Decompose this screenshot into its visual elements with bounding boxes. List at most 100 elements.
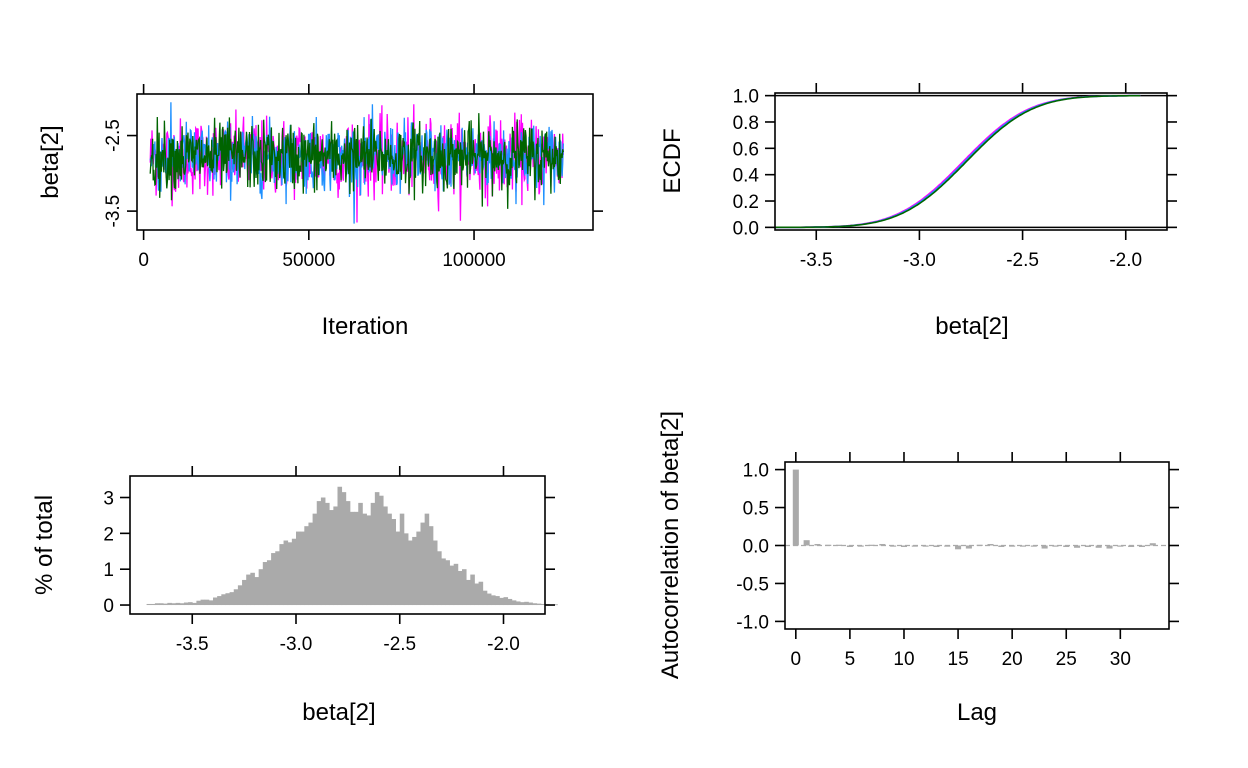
histogram-y-axis-title: % of total <box>31 495 58 595</box>
autocorr-bar <box>1149 543 1156 546</box>
trace-x-tick-label: 0 <box>138 250 149 271</box>
histogram-bar <box>370 502 376 606</box>
histogram-bar <box>349 511 355 606</box>
histogram-bar <box>345 501 351 606</box>
trace-series-line-3 <box>149 113 564 209</box>
histogram-bar <box>528 602 533 606</box>
histogram-bar <box>304 526 309 606</box>
histogram-bar <box>208 600 214 606</box>
histogram-bar <box>242 579 247 606</box>
histogram-bar <box>462 569 467 606</box>
histogram-bar <box>362 513 367 606</box>
histogram-bar <box>358 502 363 606</box>
histogram-bar <box>366 515 372 606</box>
autocorr-bar <box>825 544 832 546</box>
histogram-bar <box>283 540 289 606</box>
autocorr-x-tick-label: 15 <box>948 649 969 670</box>
autocorr-x-axis-title: Lag <box>957 699 997 726</box>
histogram-bar <box>449 565 455 606</box>
autocorr-bar <box>922 545 929 547</box>
histogram-bar <box>254 577 260 606</box>
histogram-bar <box>229 592 235 606</box>
ecdf-x-tick-label: -3.0 <box>903 250 936 271</box>
ecdf-axes: -3.5 -3.0 -2.5 -2.0 0.0 0.2 0.4 0.6 0.8 1.0 <box>733 83 1177 271</box>
ecdf-series-line-3 <box>774 94 1141 229</box>
autocorr-bar <box>911 545 918 547</box>
trace-panel: 0 50000 100000 -3.5 -2.5 Iteration beta[2] <box>37 84 603 340</box>
histogram-bar <box>420 522 426 606</box>
histogram-bar <box>474 583 479 606</box>
histogram-bar <box>213 597 218 606</box>
histogram-bar <box>491 595 496 606</box>
histogram-bar <box>233 589 239 606</box>
histogram-bar <box>225 593 230 606</box>
autocorr-bar <box>933 545 940 548</box>
histogram-bar <box>416 531 421 606</box>
histogram-bar <box>486 593 492 606</box>
histogram-bar <box>354 511 359 606</box>
trace-y-axis-title: beta[2] <box>37 125 64 198</box>
histogram-bar <box>403 533 409 606</box>
autocorr-axes: 0 5 10 15 20 25 30 -1.0 -0.5 0.0 0.5 1.0 <box>736 452 1179 670</box>
histogram-bar <box>200 599 206 606</box>
histogram-bar <box>167 602 172 606</box>
histogram-bar <box>150 603 156 606</box>
histogram-bar <box>325 502 330 606</box>
histogram-bar <box>246 574 251 606</box>
autocorr-bar <box>1030 545 1037 547</box>
autocorr-plot-area <box>785 469 1169 550</box>
histogram-bar <box>337 486 343 606</box>
histogram-bar <box>341 492 347 606</box>
histogram-bar <box>329 510 334 606</box>
histogram-bar <box>308 522 313 606</box>
histogram-bar <box>154 603 160 606</box>
histogram-bar <box>478 581 484 606</box>
autocorr-bar <box>792 469 799 546</box>
histogram-y-tick-label: 1 <box>103 560 114 581</box>
ecdf-panel: -3.5 -3.0 -2.5 -2.0 0.0 0.2 0.4 0.6 0.8 1.0 beta[… <box>659 83 1177 340</box>
autocorr-y-tick-label: -1.0 <box>736 612 769 633</box>
histogram-x-tick-label: -2.0 <box>487 634 520 655</box>
histogram-bar <box>374 492 380 606</box>
trace-y-tick-label: -3.5 <box>103 195 124 228</box>
histogram-bar <box>175 602 181 606</box>
autocorr-bar <box>976 544 983 546</box>
histogram-bar <box>445 560 450 606</box>
histogram-bar <box>395 531 401 606</box>
autocorr-bar <box>1063 545 1070 548</box>
histogram-bar <box>383 506 388 606</box>
histogram-bar <box>408 540 413 606</box>
histogram-bar <box>262 562 268 606</box>
histogram-y-tick-label: 2 <box>103 524 114 545</box>
histogram-bar <box>300 531 305 606</box>
trace-plot-area <box>149 102 564 224</box>
histogram-y-tick-label: 0 <box>103 596 114 617</box>
autocorr-bar <box>955 545 962 550</box>
ecdf-x-tick-label: -2.5 <box>1006 250 1039 271</box>
autocorr-x-tick-label: 0 <box>791 649 802 670</box>
histogram-bar <box>466 579 471 606</box>
histogram-bar <box>266 560 272 606</box>
autocorr-bar <box>1009 545 1016 547</box>
histogram-bar <box>296 531 301 606</box>
ecdf-x-tick-label: -3.5 <box>800 250 833 271</box>
autocorr-bar <box>814 543 821 546</box>
histogram-bar <box>287 542 293 606</box>
ecdf-y-tick-label: 0.0 <box>733 218 759 239</box>
autocorr-bar <box>868 544 875 546</box>
histogram-bar <box>412 536 417 606</box>
histogram-bar <box>379 495 384 606</box>
histogram-bar <box>279 544 284 606</box>
ecdf-series-line-1 <box>775 94 1141 229</box>
histogram-panel: -3.5 -3.0 -2.5 -2.0 0 1 2 3 beta[2] % of total <box>31 466 558 726</box>
ecdf-y-tick-label: 0.4 <box>733 166 760 187</box>
ecdf-y-tick-label: 0.6 <box>733 139 759 160</box>
histogram-bar <box>399 513 405 606</box>
autocorr-bar <box>1138 545 1145 548</box>
autocorr-bar <box>890 545 897 547</box>
histogram-bar <box>482 590 488 606</box>
histogram-bar <box>171 603 177 606</box>
histogram-bar <box>515 601 521 606</box>
autocorr-bar <box>1041 545 1048 549</box>
